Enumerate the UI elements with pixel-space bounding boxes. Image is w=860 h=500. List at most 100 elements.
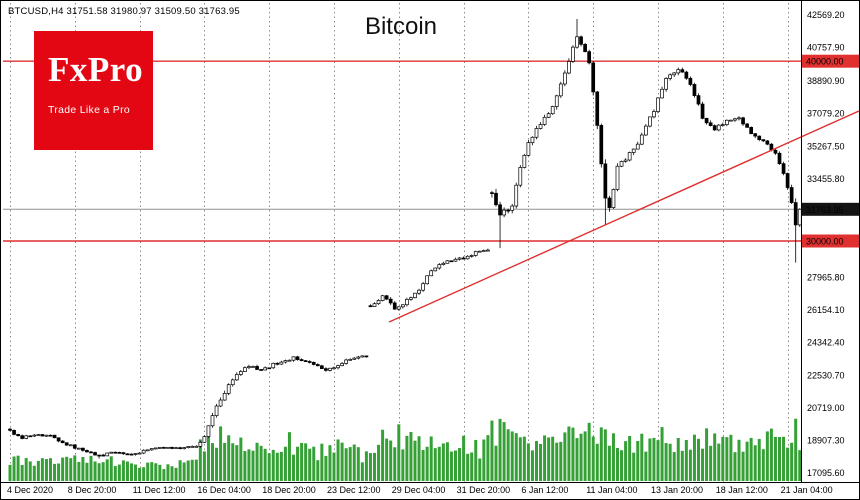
candle <box>56 437 61 443</box>
candle-body <box>753 133 758 137</box>
volume-bar <box>466 453 470 481</box>
fxpro-logo-text: FxPro <box>48 50 144 89</box>
candle-body <box>129 453 134 456</box>
candle <box>190 445 195 448</box>
candle-body <box>121 452 126 455</box>
volume-bar <box>680 450 684 481</box>
candle <box>777 151 782 165</box>
volume-bar <box>668 443 672 481</box>
price-label: 42569.20 <box>807 10 845 20</box>
volume-bar <box>782 436 786 481</box>
volume-bar <box>506 429 510 481</box>
volume-bar <box>219 426 223 481</box>
candle-body <box>174 447 178 450</box>
candle-body <box>765 140 770 145</box>
candle <box>506 208 510 214</box>
volume-bar <box>717 443 721 481</box>
candle <box>36 433 41 436</box>
candle-body <box>52 434 57 439</box>
candle-body <box>36 434 41 436</box>
candle-body <box>210 415 215 427</box>
candle <box>526 139 531 156</box>
volume-bar <box>555 442 559 481</box>
candle-body <box>720 124 725 126</box>
volume-bar <box>543 435 547 481</box>
level-price-badge: 30000.00 <box>802 234 859 248</box>
candle-body <box>741 117 745 125</box>
volume-bar <box>490 420 494 481</box>
candle-body <box>133 453 138 455</box>
candle-body <box>206 425 211 437</box>
candle <box>105 452 110 457</box>
candle-body <box>607 197 612 208</box>
time-label: 23 Dec 12:00 <box>327 485 381 495</box>
candle-body <box>724 119 729 125</box>
candle <box>482 249 486 252</box>
candle-body <box>562 72 567 85</box>
trendline[interactable] <box>388 110 859 323</box>
candle-body <box>364 355 369 358</box>
volume-bar <box>616 447 619 481</box>
volume-bar <box>36 460 40 481</box>
candle <box>133 453 138 456</box>
candle-body <box>194 445 199 448</box>
candle <box>344 358 348 365</box>
volume-bar <box>158 464 162 481</box>
candle-body <box>510 205 515 211</box>
candle-body <box>583 43 587 52</box>
candle-body <box>789 187 794 203</box>
volume-bar <box>397 424 401 481</box>
candle-body <box>518 167 523 186</box>
candle-body <box>498 204 502 216</box>
candle <box>708 120 713 127</box>
candle <box>595 90 600 130</box>
volume-bar <box>636 440 640 481</box>
volume-bar <box>688 449 692 481</box>
candle-body <box>202 436 207 443</box>
volume-bar <box>393 447 397 481</box>
candle-body <box>348 358 353 361</box>
candle <box>388 297 393 306</box>
volume-bar <box>749 437 753 481</box>
candle-body <box>303 360 308 362</box>
volume-bar <box>247 449 251 481</box>
volume-bar <box>790 442 794 481</box>
volume-bar <box>474 439 478 481</box>
volume-bar <box>656 440 660 481</box>
candle-body <box>457 257 462 260</box>
price-label: 40757.90 <box>807 43 845 53</box>
candle <box>648 116 652 128</box>
candle <box>656 97 660 114</box>
candle <box>668 73 673 81</box>
volume-bar <box>344 448 348 481</box>
candle-body <box>664 78 668 90</box>
candle <box>113 451 118 454</box>
volume-bar <box>360 462 364 481</box>
volume-bar <box>304 443 308 481</box>
volume-bar <box>223 442 227 481</box>
candle-body <box>777 152 782 165</box>
volume-bar <box>12 456 16 481</box>
price-axis: 42569.20 40757.90 38890.90 37079.20 35267.50… <box>807 10 845 478</box>
volume-bar <box>174 467 178 481</box>
candle-body <box>60 440 65 444</box>
candle-body <box>688 77 693 85</box>
volume-bar <box>316 460 320 481</box>
volume-bar <box>462 435 466 481</box>
candle-body <box>445 260 450 264</box>
volume-bar <box>377 444 381 481</box>
time-label: 13 Jan 20:00 <box>651 485 703 495</box>
candle-body <box>745 123 749 128</box>
volume-bar <box>567 426 571 481</box>
volume-bar <box>296 446 300 481</box>
candle <box>627 151 632 162</box>
candle-body <box>117 452 122 454</box>
candle <box>498 201 502 249</box>
candle-body <box>603 163 608 199</box>
candle <box>571 45 575 64</box>
volume-bar <box>579 433 583 481</box>
candle <box>186 446 191 449</box>
price-label: 24342.40 <box>807 338 845 348</box>
candle-body <box>409 297 413 300</box>
